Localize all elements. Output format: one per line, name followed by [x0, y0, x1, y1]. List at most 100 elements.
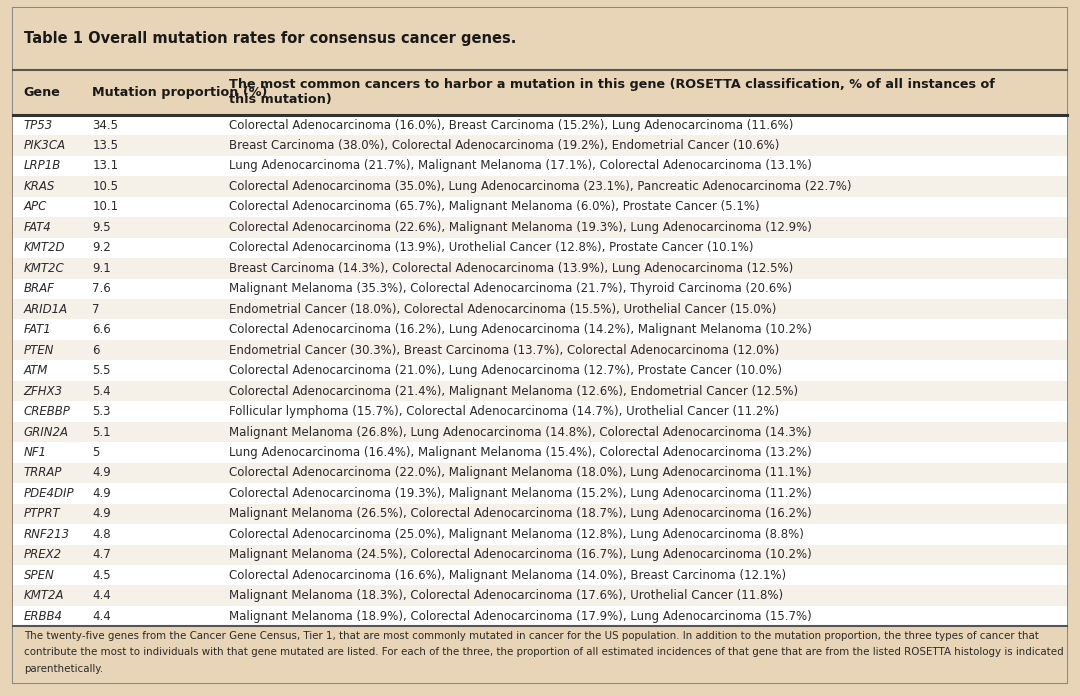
Text: PDE4DIP: PDE4DIP — [24, 487, 75, 500]
Text: Colorectal Adenocarcinoma (21.4%), Malignant Melanoma (12.6%), Endometrial Cance: Colorectal Adenocarcinoma (21.4%), Malig… — [229, 385, 798, 397]
Text: PREX2: PREX2 — [24, 548, 62, 561]
Bar — [13, 340, 1067, 361]
Text: PIK3CA: PIK3CA — [24, 139, 66, 152]
Text: Colorectal Adenocarcinoma (16.6%), Malignant Melanoma (14.0%), Breast Carcinoma : Colorectal Adenocarcinoma (16.6%), Malig… — [229, 569, 786, 582]
Text: 6.6: 6.6 — [92, 323, 111, 336]
Text: Colorectal Adenocarcinoma (22.6%), Malignant Melanoma (19.3%), Lung Adenocarcino: Colorectal Adenocarcinoma (22.6%), Malig… — [229, 221, 812, 234]
Bar — [13, 299, 1067, 319]
Bar — [13, 504, 1067, 524]
Text: contribute the most to individuals with that gene mutated are listed. For each o: contribute the most to individuals with … — [24, 647, 1064, 657]
Bar — [13, 442, 1067, 463]
Bar — [13, 197, 1067, 217]
Text: 4.5: 4.5 — [92, 569, 111, 582]
Text: Lung Adenocarcinoma (16.4%), Malignant Melanoma (15.4%), Colorectal Adenocarcino: Lung Adenocarcinoma (16.4%), Malignant M… — [229, 446, 812, 459]
Text: Malignant Melanoma (35.3%), Colorectal Adenocarcinoma (21.7%), Thyroid Carcinoma: Malignant Melanoma (35.3%), Colorectal A… — [229, 283, 793, 295]
Text: KMT2D: KMT2D — [24, 242, 65, 254]
Text: Colorectal Adenocarcinoma (21.0%), Lung Adenocarcinoma (12.7%), Prostate Cancer : Colorectal Adenocarcinoma (21.0%), Lung … — [229, 364, 782, 377]
Text: Malignant Melanoma (26.8%), Lung Adenocarcinoma (14.8%), Colorectal Adenocarcino: Malignant Melanoma (26.8%), Lung Adenoca… — [229, 425, 812, 438]
Text: 7.6: 7.6 — [92, 283, 111, 295]
Text: Endometrial Cancer (30.3%), Breast Carcinoma (13.7%), Colorectal Adenocarcinoma : Endometrial Cancer (30.3%), Breast Carci… — [229, 344, 780, 356]
Text: 10.1: 10.1 — [92, 200, 119, 214]
Text: Gene: Gene — [24, 86, 60, 99]
Text: 5.5: 5.5 — [92, 364, 111, 377]
Text: Malignant Melanoma (26.5%), Colorectal Adenocarcinoma (18.7%), Lung Adenocarcino: Malignant Melanoma (26.5%), Colorectal A… — [229, 507, 812, 521]
Text: Breast Carcinoma (14.3%), Colorectal Adenocarcinoma (13.9%), Lung Adenocarcinoma: Breast Carcinoma (14.3%), Colorectal Ade… — [229, 262, 794, 275]
Text: ZFHX3: ZFHX3 — [24, 385, 63, 397]
Text: TP53: TP53 — [24, 118, 53, 132]
Text: 5.3: 5.3 — [92, 405, 111, 418]
Bar — [13, 237, 1067, 258]
Bar — [13, 135, 1067, 156]
Text: Malignant Melanoma (18.3%), Colorectal Adenocarcinoma (17.6%), Urothelial Cancer: Malignant Melanoma (18.3%), Colorectal A… — [229, 590, 783, 602]
Text: Colorectal Adenocarcinoma (22.0%), Malignant Melanoma (18.0%), Lung Adenocarcino: Colorectal Adenocarcinoma (22.0%), Malig… — [229, 466, 812, 480]
Text: 5.4: 5.4 — [92, 385, 111, 397]
Text: Endometrial Cancer (18.0%), Colorectal Adenocarcinoma (15.5%), Urothelial Cancer: Endometrial Cancer (18.0%), Colorectal A… — [229, 303, 777, 316]
Text: SPEN: SPEN — [24, 569, 54, 582]
Text: BRAF: BRAF — [24, 283, 55, 295]
Text: ATM: ATM — [24, 364, 49, 377]
Bar — [13, 524, 1067, 544]
Text: 4.4: 4.4 — [92, 590, 111, 602]
Bar — [13, 156, 1067, 176]
Text: KMT2C: KMT2C — [24, 262, 65, 275]
Text: 10.5: 10.5 — [92, 180, 119, 193]
Text: 5: 5 — [92, 446, 99, 459]
Text: Colorectal Adenocarcinoma (16.2%), Lung Adenocarcinoma (14.2%), Malignant Melano: Colorectal Adenocarcinoma (16.2%), Lung … — [229, 323, 812, 336]
Text: 4.9: 4.9 — [92, 487, 111, 500]
Text: Colorectal Adenocarcinoma (35.0%), Lung Adenocarcinoma (23.1%), Pancreatic Adeno: Colorectal Adenocarcinoma (35.0%), Lung … — [229, 180, 852, 193]
Text: TRRAP: TRRAP — [24, 466, 63, 480]
Text: 6: 6 — [92, 344, 99, 356]
Text: parenthetically.: parenthetically. — [24, 664, 103, 674]
Bar — [13, 585, 1067, 606]
Text: Mutation proportion (%): Mutation proportion (%) — [92, 86, 268, 99]
Bar — [13, 626, 1067, 683]
Text: PTEN: PTEN — [24, 344, 54, 356]
Bar — [13, 361, 1067, 381]
Text: Colorectal Adenocarcinoma (19.3%), Malignant Melanoma (15.2%), Lung Adenocarcino: Colorectal Adenocarcinoma (19.3%), Malig… — [229, 487, 812, 500]
Bar — [13, 544, 1067, 565]
Bar — [13, 402, 1067, 422]
Text: LRP1B: LRP1B — [24, 159, 60, 173]
Text: 4.7: 4.7 — [92, 548, 111, 561]
Text: 13.5: 13.5 — [92, 139, 119, 152]
Text: 4.9: 4.9 — [92, 466, 111, 480]
Text: Table 1 Overall mutation rates for consensus cancer genes.: Table 1 Overall mutation rates for conse… — [24, 31, 516, 47]
Text: KRAS: KRAS — [24, 180, 55, 193]
Text: 4.4: 4.4 — [92, 610, 111, 623]
Text: 4.9: 4.9 — [92, 507, 111, 521]
Bar — [13, 565, 1067, 585]
Text: Colorectal Adenocarcinoma (25.0%), Malignant Melanoma (12.8%), Lung Adenocarcino: Colorectal Adenocarcinoma (25.0%), Malig… — [229, 528, 805, 541]
Text: PTPRT: PTPRT — [24, 507, 60, 521]
Bar — [13, 176, 1067, 197]
Bar — [13, 606, 1067, 626]
Bar — [13, 319, 1067, 340]
Text: ERBB4: ERBB4 — [24, 610, 63, 623]
Text: 9.1: 9.1 — [92, 262, 111, 275]
Text: Colorectal Adenocarcinoma (65.7%), Malignant Melanoma (6.0%), Prostate Cancer (5: Colorectal Adenocarcinoma (65.7%), Malig… — [229, 200, 760, 214]
Bar — [13, 463, 1067, 483]
Text: CREBBP: CREBBP — [24, 405, 70, 418]
Bar — [13, 70, 1067, 115]
Text: FAT1: FAT1 — [24, 323, 52, 336]
Bar — [13, 381, 1067, 402]
Text: Follicular lymphoma (15.7%), Colorectal Adenocarcinoma (14.7%), Urothelial Cance: Follicular lymphoma (15.7%), Colorectal … — [229, 405, 780, 418]
Text: Lung Adenocarcinoma (21.7%), Malignant Melanoma (17.1%), Colorectal Adenocarcino: Lung Adenocarcinoma (21.7%), Malignant M… — [229, 159, 812, 173]
Text: Malignant Melanoma (18.9%), Colorectal Adenocarcinoma (17.9%), Lung Adenocarcino: Malignant Melanoma (18.9%), Colorectal A… — [229, 610, 812, 623]
Bar — [13, 217, 1067, 237]
Text: this mutation): this mutation) — [229, 93, 332, 106]
Text: 7: 7 — [92, 303, 99, 316]
Text: Colorectal Adenocarcinoma (13.9%), Urothelial Cancer (12.8%), Prostate Cancer (1: Colorectal Adenocarcinoma (13.9%), Uroth… — [229, 242, 754, 254]
Text: 4.8: 4.8 — [92, 528, 111, 541]
Text: 13.1: 13.1 — [92, 159, 119, 173]
Bar — [13, 422, 1067, 442]
Bar — [13, 258, 1067, 278]
Text: RNF213: RNF213 — [24, 528, 70, 541]
Text: 34.5: 34.5 — [92, 118, 119, 132]
Text: Malignant Melanoma (24.5%), Colorectal Adenocarcinoma (16.7%), Lung Adenocarcino: Malignant Melanoma (24.5%), Colorectal A… — [229, 548, 812, 561]
Text: 5.1: 5.1 — [92, 425, 111, 438]
Text: ARID1A: ARID1A — [24, 303, 68, 316]
Text: KMT2A: KMT2A — [24, 590, 64, 602]
Text: Colorectal Adenocarcinoma (16.0%), Breast Carcinoma (15.2%), Lung Adenocarcinoma: Colorectal Adenocarcinoma (16.0%), Breas… — [229, 118, 794, 132]
Text: NF1: NF1 — [24, 446, 46, 459]
Text: The most common cancers to harbor a mutation in this gene (ROSETTA classificatio: The most common cancers to harbor a muta… — [229, 78, 995, 91]
